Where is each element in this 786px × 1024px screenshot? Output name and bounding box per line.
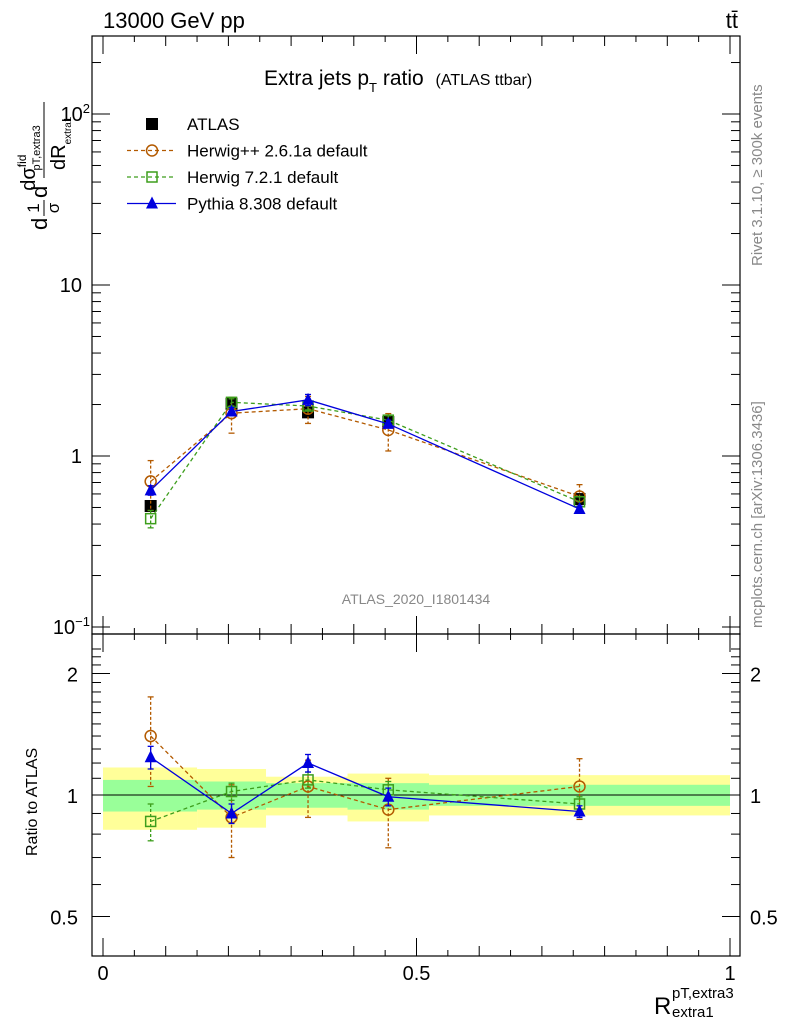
ratio-point — [301, 780, 315, 793]
process-label: tt̄ — [726, 8, 738, 33]
chart-title-sub: T — [369, 80, 377, 95]
y-label-num: dσ — [18, 167, 40, 191]
legend-label: ATLAS — [187, 115, 240, 134]
main-y-tick-label: 10 — [60, 275, 82, 297]
energy-label: 13000 GeV pp — [103, 8, 245, 33]
main-y-label: d 1 σ d dσfid pT,extra3 dRextra1 — [15, 102, 74, 230]
data-point — [144, 483, 157, 496]
y-label-den: dR — [48, 144, 70, 170]
x-label-sub: extra1 — [672, 1004, 714, 1021]
x-tick-label: 0.5 — [403, 963, 431, 985]
ratio-point — [573, 780, 586, 793]
ratio-point — [302, 756, 315, 769]
series-line — [150, 408, 580, 498]
svg-text:d: d — [27, 186, 52, 198]
y-label-frac-den: σ — [44, 202, 63, 213]
legend-marker — [146, 171, 158, 183]
rivet-label: Rivet 3.1.10, ≥ 300k events — [749, 84, 766, 266]
ratio-point — [573, 804, 586, 817]
main-series-layer — [144, 392, 586, 529]
analysis-label: ATLAS_2020_I1801434 — [342, 591, 491, 607]
chart-title-rest: ratio — [377, 67, 424, 90]
data-point — [382, 416, 395, 429]
ratio-y-axis: 0.5 0.5 1 1 2 2 — [50, 648, 778, 930]
ratio-y-tick-label: 1 — [67, 786, 78, 808]
chart-title: Extra jets pT ratio (ATLAS ttbar) — [264, 67, 532, 95]
ratio-y-tick-label: 2 — [67, 665, 78, 687]
main-y-axis: 10−1 1 10 102 — [53, 62, 740, 639]
ratio-point — [225, 806, 238, 819]
ratio-y-tick-label: 0.5 — [50, 908, 78, 930]
ratio-series-2 — [144, 745, 586, 825]
legend-label: Pythia 8.308 default — [187, 195, 338, 214]
data-point — [144, 512, 157, 525]
svg-text:d: d — [27, 218, 52, 230]
ratio-point — [382, 789, 395, 802]
svg-text:1: 1 — [24, 203, 43, 212]
ratio-y-tick-label-right: 2 — [750, 665, 761, 687]
x-axis: 0 0.5 1 — [97, 36, 736, 985]
ratio-point — [225, 785, 238, 798]
y-label-frac-num: 1 — [24, 203, 43, 212]
ratio-series-layer — [144, 696, 586, 859]
ratio-y-tick-label-right: 0.5 — [750, 908, 778, 930]
ratio-point — [144, 750, 157, 763]
legend-marker — [146, 118, 158, 130]
ratio-y-label: Ratio to ATLAS — [24, 748, 41, 856]
series-line — [150, 401, 580, 520]
y-label-num-sub: pT,extra3 — [31, 125, 43, 170]
x-tick-label: 0 — [97, 963, 108, 985]
x-tick-label: 1 — [724, 963, 735, 985]
data-point — [225, 404, 238, 417]
main-y-tick-label: 1 — [71, 446, 82, 468]
legend-item: Herwig++ 2.6.1a default — [127, 142, 368, 161]
chart-title-small: (ATLAS ttbar) — [436, 72, 533, 89]
x-label-sup: pT,extra3 — [672, 985, 734, 1002]
legend-label: Herwig 7.2.1 default — [187, 168, 338, 187]
ratio-point — [302, 774, 314, 786]
legend-marker — [145, 144, 159, 157]
legend-item: Herwig 7.2.1 default — [127, 168, 338, 187]
chart-title-main: Extra jets p — [264, 67, 369, 90]
legend-item: Pythia 8.308 default — [127, 195, 338, 214]
svg-text:dRextra1: dRextra1 — [48, 116, 74, 170]
series-0 — [144, 397, 586, 513]
y-label-d2: d — [27, 186, 52, 198]
series-1 — [144, 395, 586, 512]
x-label-base-visible: R — [654, 993, 671, 1020]
legend-label: Herwig++ 2.6.1a default — [187, 142, 368, 161]
y-label-d: d — [27, 218, 52, 230]
ratio-point — [144, 815, 157, 828]
ratio-point — [144, 729, 157, 743]
data-point — [573, 501, 586, 514]
main-y-tick-label: 10−1 — [53, 614, 90, 639]
y-label-num-sup: fid — [15, 155, 29, 168]
legend: ATLAS Herwig++ 2.6.1a default Herwig 7.2.1… — [127, 115, 368, 214]
y-label-den-sub: extra1 — [63, 116, 74, 144]
series-3 — [144, 392, 586, 514]
mcplots-label: mcplots.cern.ch [arXiv:1306.3436] — [749, 401, 766, 628]
data-point — [302, 392, 315, 405]
main-y-tick-label: 102 — [61, 101, 90, 126]
legend-marker — [146, 196, 158, 209]
ratio-y-tick-label-right: 1 — [750, 786, 761, 808]
legend-item: ATLAS — [146, 115, 240, 134]
svg-text:σ: σ — [44, 202, 63, 213]
